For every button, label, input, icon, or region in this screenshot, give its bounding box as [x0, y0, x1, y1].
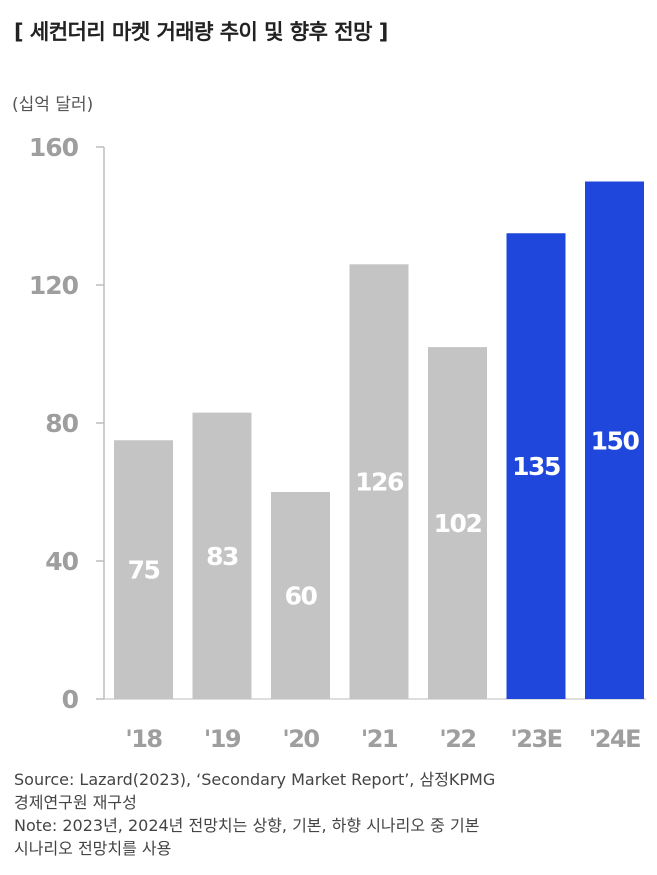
bar — [114, 440, 173, 699]
y-tick-label: 0 — [62, 685, 79, 714]
bar — [428, 347, 487, 699]
x-tick-label: '23E — [510, 725, 561, 753]
bar-value-label: 60 — [285, 582, 318, 611]
bar-value-label: 83 — [206, 542, 238, 571]
x-tick-label: '20 — [282, 725, 319, 753]
chart-title: [ 세컨더리 마켓 거래량 추이 및 향후 전망 ] — [14, 20, 388, 44]
bar — [192, 412, 252, 699]
bar-chart: 0 40 80 120 160 75 83 60 126 102 135 150 '18 '19 '20… — [29, 133, 646, 753]
x-tick-label: '21 — [361, 725, 398, 753]
source-note: Source: Lazard(2023), ‘Secondary Market … — [14, 768, 634, 860]
note-line: 경제연구원 재구성 — [14, 793, 137, 812]
bar — [585, 181, 644, 699]
note-line: Note: 2023년, 2024년 전망치는 상향, 기본, 하향 시나리오 … — [14, 816, 480, 835]
note-line: 시나리오 전망치를 사용 — [14, 839, 172, 858]
x-tick-label: '24E — [589, 725, 640, 753]
bar-value-label: 75 — [128, 556, 160, 585]
y-tick-label: 160 — [29, 133, 79, 162]
bar-value-label: 150 — [591, 426, 640, 455]
bar-value-label: 135 — [512, 452, 560, 481]
bar-value-label: 102 — [434, 509, 482, 538]
note-line: Source: Lazard(2023), ‘Secondary Market … — [14, 770, 496, 789]
bar-value-label: 126 — [355, 468, 404, 497]
y-tick-label: 120 — [29, 271, 79, 300]
y-tick-label: 40 — [45, 547, 78, 576]
y-tick-label: 80 — [45, 409, 78, 438]
bar — [271, 492, 330, 699]
x-tick-label: '19 — [204, 725, 241, 753]
x-tick-label: '22 — [439, 725, 475, 753]
bar — [506, 233, 566, 699]
x-tick-label: '18 — [125, 725, 162, 753]
bar — [349, 264, 409, 699]
y-axis-unit: (십억 달러) — [12, 95, 94, 115]
